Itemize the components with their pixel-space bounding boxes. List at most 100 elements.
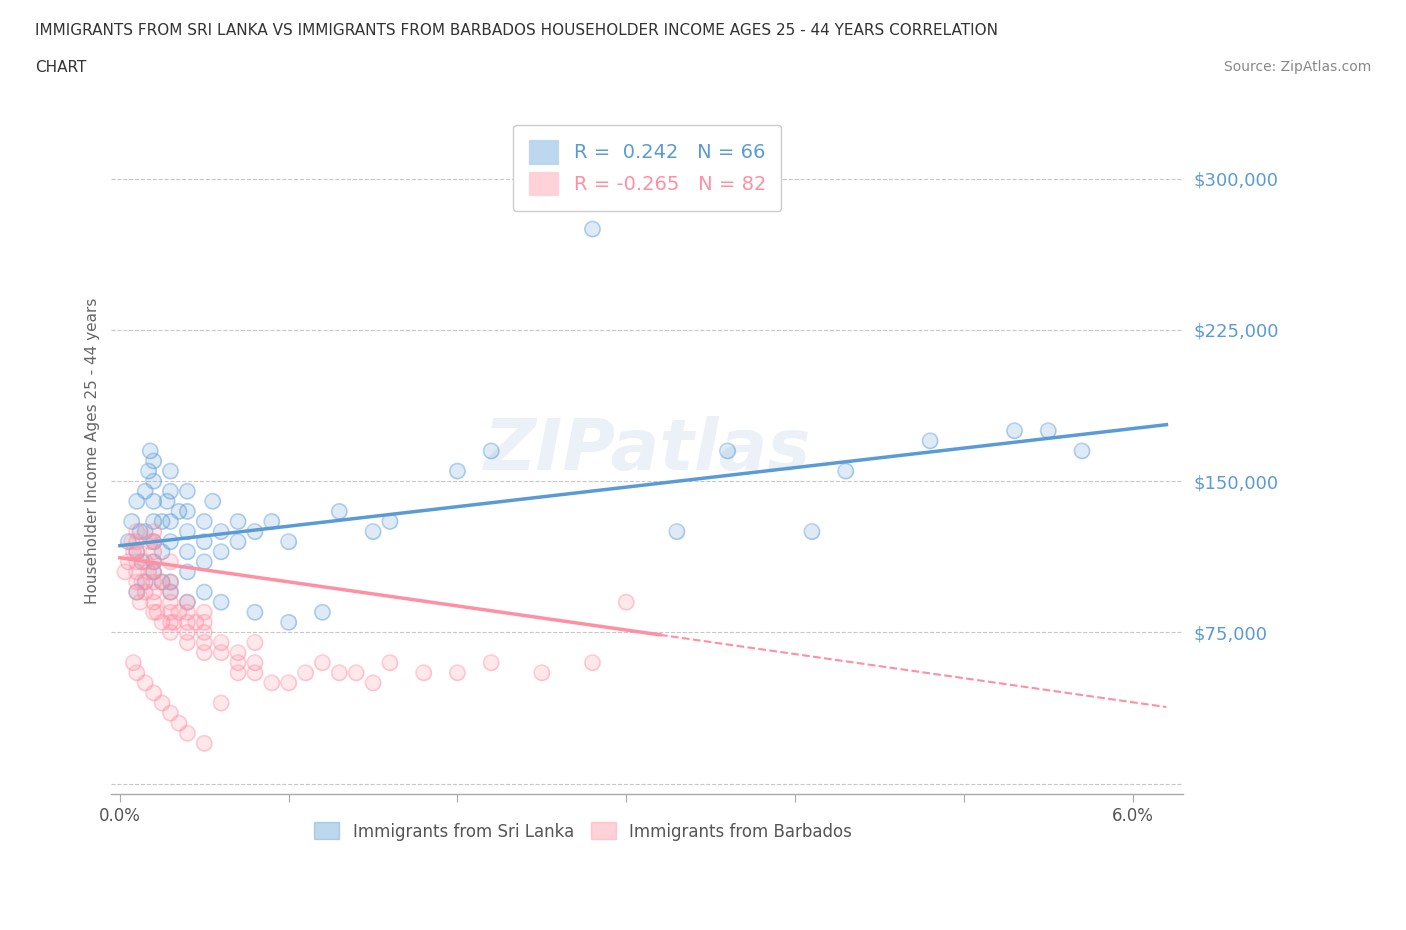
Point xyxy=(581,656,603,671)
Point xyxy=(176,725,198,740)
Point xyxy=(479,656,502,671)
Point xyxy=(125,575,148,590)
Point xyxy=(209,635,232,650)
Point xyxy=(201,494,224,509)
Point xyxy=(176,604,198,619)
Point xyxy=(156,494,179,509)
Point xyxy=(277,615,299,630)
Point xyxy=(344,665,367,680)
Point xyxy=(176,604,198,619)
Point xyxy=(378,514,401,529)
Point xyxy=(134,585,156,600)
Point xyxy=(159,594,181,609)
Point xyxy=(193,514,215,529)
Point xyxy=(142,565,165,579)
Point xyxy=(142,473,165,488)
Point xyxy=(150,696,173,711)
Point xyxy=(142,534,165,549)
Point xyxy=(328,665,350,680)
Point xyxy=(121,514,143,529)
Point xyxy=(193,534,215,549)
Point xyxy=(176,625,198,640)
Point xyxy=(159,594,181,609)
Point xyxy=(226,665,249,680)
Point xyxy=(142,685,165,700)
Point xyxy=(159,484,181,498)
Point xyxy=(134,675,156,690)
Point xyxy=(150,575,173,590)
Point xyxy=(125,585,148,600)
Point xyxy=(159,585,181,600)
Point xyxy=(193,554,215,569)
Point xyxy=(139,534,162,549)
Point xyxy=(1004,423,1026,438)
Point xyxy=(122,656,145,671)
Point xyxy=(125,554,148,569)
Point xyxy=(134,575,156,590)
Point xyxy=(142,554,165,569)
Point xyxy=(117,554,139,569)
Point xyxy=(159,604,181,619)
Point xyxy=(176,594,198,609)
Point xyxy=(209,525,232,539)
Point xyxy=(125,525,148,539)
Point xyxy=(184,615,207,630)
Point xyxy=(142,454,165,469)
Point xyxy=(665,525,688,539)
Point xyxy=(159,585,181,600)
Point xyxy=(150,514,173,529)
Point xyxy=(446,665,468,680)
Text: IMMIGRANTS FROM SRI LANKA VS IMMIGRANTS FROM BARBADOS HOUSEHOLDER INCOME AGES 25: IMMIGRANTS FROM SRI LANKA VS IMMIGRANTS … xyxy=(35,23,998,38)
Point xyxy=(159,534,181,549)
Point xyxy=(581,656,603,671)
Point xyxy=(1038,423,1060,438)
Point xyxy=(201,494,224,509)
Point xyxy=(142,514,165,529)
Point xyxy=(176,615,198,630)
Point xyxy=(139,444,162,458)
Point xyxy=(159,464,181,479)
Point xyxy=(142,554,165,569)
Point xyxy=(209,696,232,711)
Point xyxy=(142,534,165,549)
Point xyxy=(122,656,145,671)
Point xyxy=(176,544,198,559)
Point xyxy=(361,675,384,690)
Point xyxy=(193,514,215,529)
Point xyxy=(412,665,434,680)
Point xyxy=(142,604,165,619)
Point xyxy=(125,575,148,590)
Point xyxy=(328,504,350,519)
Point xyxy=(125,585,148,600)
Point xyxy=(146,604,169,619)
Point xyxy=(117,534,139,549)
Point xyxy=(142,685,165,700)
Point xyxy=(142,473,165,488)
Point xyxy=(142,544,165,559)
Point xyxy=(716,444,738,458)
Point xyxy=(134,554,156,569)
Point xyxy=(131,554,153,569)
Point xyxy=(142,565,165,579)
Point xyxy=(150,615,173,630)
Point xyxy=(176,594,198,609)
Point xyxy=(226,534,249,549)
Point xyxy=(176,544,198,559)
Point xyxy=(176,565,198,579)
Point xyxy=(121,534,143,549)
Point xyxy=(226,656,249,671)
Text: Source: ZipAtlas.com: Source: ZipAtlas.com xyxy=(1223,60,1371,74)
Point xyxy=(716,444,738,458)
Point xyxy=(209,594,232,609)
Point xyxy=(142,575,165,590)
Point xyxy=(117,554,139,569)
Point xyxy=(159,554,181,569)
Point xyxy=(131,575,153,590)
Point xyxy=(530,665,553,680)
Point xyxy=(226,665,249,680)
Point xyxy=(176,484,198,498)
Point xyxy=(311,656,333,671)
Point xyxy=(243,525,266,539)
Point xyxy=(125,544,148,559)
Point xyxy=(226,656,249,671)
